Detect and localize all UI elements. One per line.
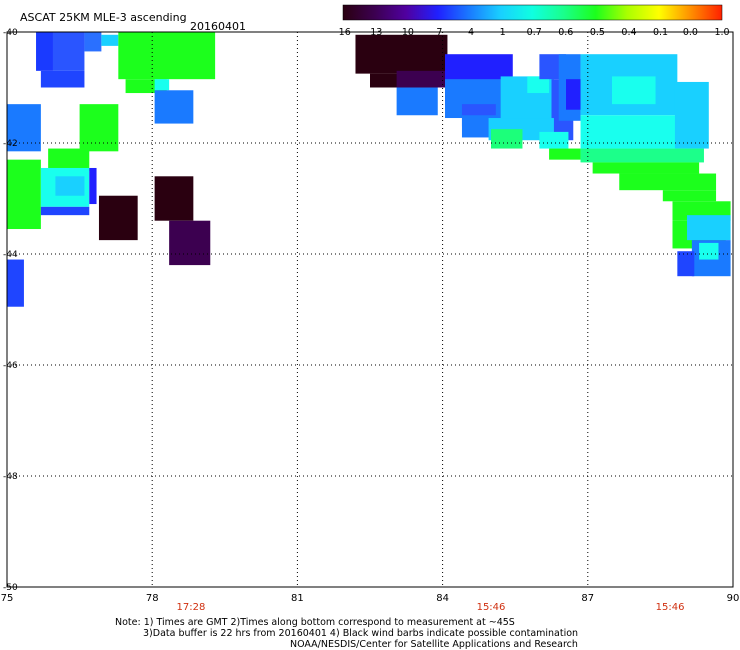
time-label: 15:46: [656, 602, 685, 613]
data-cell: [169, 220, 211, 266]
data-cell: [527, 76, 550, 94]
data-cell: [674, 81, 709, 149]
data-cell: [539, 131, 569, 149]
colorbar-tick-label: 0.0: [683, 27, 698, 38]
x-tick-label: 84: [436, 593, 449, 604]
data-cell: [52, 32, 85, 71]
data-cell: [612, 76, 656, 105]
data-cell: [592, 162, 700, 174]
grid-lines: [7, 32, 733, 587]
note-line-1: Note: 1) Times are GMT 2)Times along bot…: [115, 617, 515, 628]
data-cell: [355, 34, 448, 74]
note-line-3: NOAA/NESDIS/Center for Satellite Applica…: [290, 639, 578, 650]
data-cell: [79, 104, 119, 152]
data-cell: [687, 215, 731, 241]
chart-title: ASCAT 25KM MLE-3 ascending: [20, 11, 187, 24]
data-cell: [396, 87, 438, 116]
data-cell: [48, 148, 90, 171]
data-cell: [662, 190, 717, 202]
data-cell: [677, 251, 695, 277]
data-cell: [101, 34, 119, 46]
y-tick-label: -50: [3, 583, 18, 593]
time-label: 15:46: [477, 602, 506, 613]
data-cell: [84, 32, 102, 52]
x-tick-label: 75: [1, 593, 14, 604]
data-cell: [580, 148, 704, 163]
y-tick-label: -42: [3, 139, 18, 149]
colorbar-tick-label: -0.1: [650, 27, 669, 38]
colorbar-tick-label: -0.4: [618, 27, 637, 38]
data-cell: [7, 259, 24, 307]
time-labels: 17:28 15:46 15:46: [177, 602, 685, 613]
x-tick-label: 87: [581, 593, 594, 604]
data-cell: [619, 173, 717, 191]
y-tick-label: -48: [3, 472, 18, 482]
colorbar-gradient: [342, 4, 723, 21]
data-cell: [491, 129, 523, 149]
data-cell: [118, 32, 216, 80]
data-cell: [40, 206, 90, 216]
data-cell: [154, 176, 194, 221]
plot-frame: [6, 31, 734, 588]
x-tick-label: 78: [146, 593, 159, 604]
data-cell: [55, 176, 85, 196]
x-tick-label: 90: [727, 593, 740, 604]
colorbar-tick-label: -1: [496, 27, 505, 38]
data-cell: [154, 90, 194, 124]
colorbar-tick-label: -0.7: [523, 27, 542, 38]
data-cell: [154, 79, 170, 91]
note-line-2: 3)Data buffer is 22 hrs from 20160401 4)…: [143, 628, 578, 639]
colorbar-tick-label: -0.5: [586, 27, 605, 38]
data-cell: [580, 115, 690, 149]
data-cells: [7, 32, 731, 307]
data-cell: [40, 70, 85, 88]
colorbar-tick-label: 1.0: [714, 27, 729, 38]
chart-date: 20160401: [190, 20, 246, 33]
colorbar-tick-label: -0.6: [555, 27, 574, 38]
axis-ticks: 75 78 81 84 87 90 -40 -42 -44 -46 -48 -50: [1, 28, 740, 604]
data-cell: [98, 195, 138, 241]
data-cell: [396, 70, 448, 88]
colorbar: -16 -13 -10 -7 -4 -1 -0.7 -0.6 -0.5 -0.4 -0.1 0.0 1.…: [335, 4, 730, 38]
colorbar-tick-label: -10: [398, 27, 414, 38]
data-cell: [699, 242, 719, 260]
colorbar-tick-label: -16: [335, 27, 351, 38]
x-tick-label: 81: [291, 593, 304, 604]
colorbar-tick-label: -13: [367, 27, 383, 38]
colorbar-tick-label: -4: [465, 27, 474, 38]
y-tick-label: -40: [3, 28, 18, 38]
data-cell: [36, 32, 53, 71]
y-tick-label: -44: [3, 250, 18, 260]
colorbar-tick-label: -7: [433, 27, 442, 38]
data-cell: [89, 167, 97, 205]
y-tick-label: -46: [3, 361, 18, 371]
data-cell: [549, 148, 581, 160]
time-label: 17:28: [177, 602, 206, 613]
data-cell: [7, 159, 41, 230]
